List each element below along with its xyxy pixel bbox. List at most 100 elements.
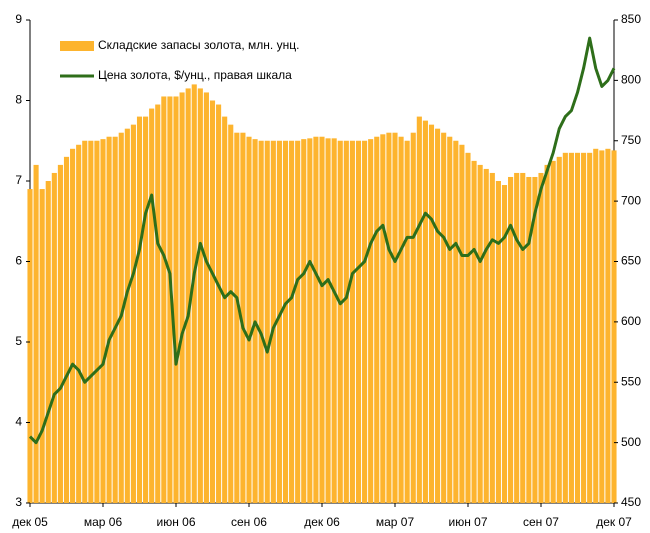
legend-label: Цена золота, $/унц., правая шкала bbox=[98, 68, 292, 82]
bar bbox=[355, 140, 362, 503]
y2-tick-label: 650 bbox=[621, 254, 641, 268]
bar bbox=[422, 120, 428, 503]
bar bbox=[495, 181, 501, 503]
y-tick-label: 6 bbox=[15, 254, 22, 268]
bar bbox=[526, 176, 532, 503]
price-line bbox=[28, 36, 616, 445]
y-tick-label: 4 bbox=[15, 415, 22, 429]
y2-tick-label: 600 bbox=[621, 314, 641, 328]
y2-tick-label: 800 bbox=[621, 73, 641, 87]
y-tick-label: 3 bbox=[15, 495, 22, 509]
bar bbox=[124, 128, 130, 504]
bar bbox=[593, 148, 599, 504]
y-tick-label: 9 bbox=[15, 12, 22, 26]
bar bbox=[447, 136, 453, 503]
bar bbox=[574, 152, 581, 503]
bar bbox=[435, 128, 441, 504]
bar bbox=[380, 134, 386, 503]
bar bbox=[398, 136, 404, 503]
bar bbox=[161, 96, 167, 503]
bar bbox=[386, 132, 392, 503]
bar bbox=[416, 116, 422, 503]
x-tick-label: мар 06 bbox=[84, 515, 123, 529]
bar bbox=[240, 132, 246, 503]
bar bbox=[501, 185, 508, 503]
y2-tick-label: 500 bbox=[621, 435, 641, 449]
bar bbox=[368, 139, 374, 503]
y-tick-label: 8 bbox=[15, 93, 22, 107]
bar bbox=[94, 140, 100, 503]
x-tick-label: июн 06 bbox=[156, 515, 195, 529]
bar bbox=[270, 140, 276, 503]
bar bbox=[173, 96, 179, 503]
bar bbox=[100, 139, 106, 503]
bar bbox=[343, 140, 349, 503]
bar bbox=[404, 140, 410, 503]
bar bbox=[508, 176, 514, 503]
bar bbox=[410, 132, 416, 503]
y2-tick-label: 750 bbox=[621, 133, 641, 147]
x-tick-label: июн 07 bbox=[448, 515, 487, 529]
bar bbox=[88, 140, 94, 503]
bar bbox=[197, 88, 203, 504]
y2-tick-label: 550 bbox=[621, 374, 641, 388]
bar bbox=[33, 164, 39, 503]
bar bbox=[428, 124, 435, 504]
y2-tick-label: 700 bbox=[621, 193, 641, 207]
bar bbox=[587, 152, 593, 503]
bar bbox=[544, 164, 550, 503]
bar bbox=[228, 124, 234, 504]
bar bbox=[313, 136, 319, 503]
bar bbox=[471, 160, 477, 503]
y-tick-label: 7 bbox=[15, 173, 22, 187]
x-tick-label: дек 05 bbox=[12, 515, 48, 529]
bar bbox=[392, 132, 398, 503]
bar bbox=[362, 140, 368, 503]
bar bbox=[568, 152, 574, 503]
bar bbox=[477, 164, 483, 503]
bar bbox=[556, 156, 562, 503]
bar bbox=[246, 136, 252, 503]
bar bbox=[70, 148, 76, 504]
x-tick-label: сен 06 bbox=[231, 515, 267, 529]
bar bbox=[155, 104, 161, 504]
bar bbox=[149, 108, 155, 504]
y-tick-label: 5 bbox=[15, 334, 22, 348]
bar bbox=[27, 189, 33, 504]
bar bbox=[282, 140, 289, 503]
legend-swatch bbox=[60, 41, 94, 51]
bar bbox=[331, 138, 337, 503]
bar bbox=[51, 172, 57, 503]
bar bbox=[319, 136, 325, 503]
bar bbox=[489, 172, 495, 503]
bar bbox=[136, 116, 143, 503]
bar bbox=[179, 92, 185, 503]
bar bbox=[39, 189, 45, 504]
bar bbox=[453, 140, 459, 503]
bar bbox=[611, 150, 617, 503]
bar bbox=[45, 181, 51, 503]
bar bbox=[209, 100, 216, 503]
bar bbox=[581, 152, 587, 503]
bar bbox=[191, 84, 197, 504]
x-tick-label: мар 07 bbox=[376, 515, 415, 529]
bar bbox=[562, 152, 568, 503]
bar bbox=[167, 96, 173, 503]
bar bbox=[532, 176, 538, 503]
bar bbox=[483, 168, 489, 504]
bar bbox=[76, 144, 82, 503]
bar bbox=[63, 156, 70, 503]
bar bbox=[301, 139, 307, 503]
bar bbox=[130, 124, 136, 504]
bar bbox=[264, 140, 270, 503]
bar bbox=[143, 116, 149, 503]
bar bbox=[465, 152, 471, 503]
bar bbox=[203, 92, 209, 503]
bar bbox=[514, 172, 520, 503]
bar bbox=[234, 132, 240, 503]
x-tick-label: дек 06 bbox=[304, 515, 340, 529]
bar bbox=[112, 136, 118, 503]
bar bbox=[258, 140, 264, 503]
x-tick-label: дек 07 bbox=[596, 515, 632, 529]
